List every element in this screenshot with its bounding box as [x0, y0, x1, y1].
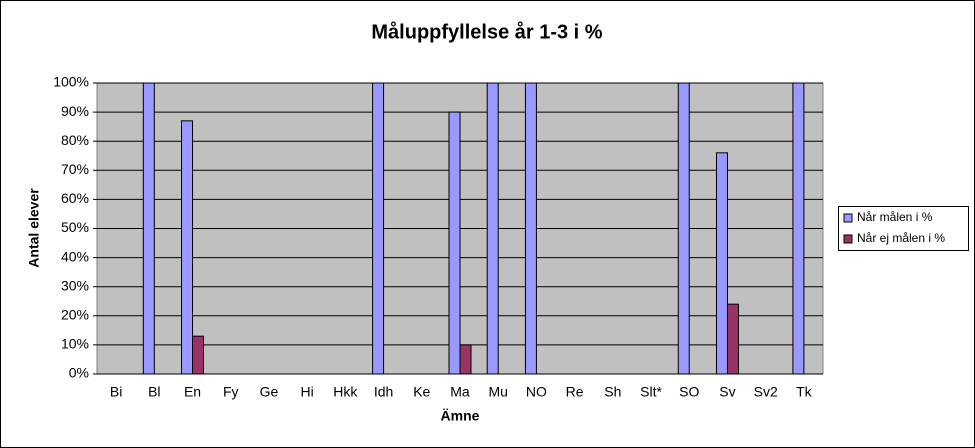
chart-title: Måluppfyllelse år 1-3 i %	[371, 20, 602, 43]
y-tick-label: 60%	[61, 190, 89, 206]
y-axis-label: Antal elever	[26, 188, 42, 268]
x-tick-label: Sv2	[754, 384, 778, 400]
bar	[677, 82, 690, 375]
y-tick-label: 10%	[61, 336, 89, 352]
x-tick-label: Ge	[260, 384, 279, 400]
bar	[486, 82, 499, 375]
legend	[838, 206, 969, 251]
y-tick-label: 90%	[61, 103, 89, 119]
y-tick-label: 50%	[61, 219, 89, 235]
y-tick-label: 80%	[61, 132, 89, 148]
legend-swatch	[843, 213, 853, 223]
y-tick-label: 0%	[69, 365, 89, 381]
x-tick-label: SO	[679, 384, 699, 400]
bar	[715, 152, 728, 375]
legend-label: Når ej målen i %	[857, 231, 945, 245]
y-tick-label: 20%	[61, 307, 89, 323]
x-tick-label: Idh	[374, 384, 393, 400]
x-tick-label: Hi	[301, 384, 314, 400]
bar	[372, 82, 385, 375]
legend-swatch	[843, 234, 853, 244]
x-axis-label: Ämne	[441, 408, 480, 424]
x-tick-label: En	[184, 384, 201, 400]
y-tick-label: 70%	[61, 161, 89, 177]
x-tick-label: Slt*	[640, 384, 662, 400]
x-tick-label: Sv	[719, 384, 735, 400]
x-tick-label: Mu	[488, 384, 507, 400]
bar	[792, 82, 805, 375]
x-tick-label: NO	[526, 384, 547, 400]
bar	[459, 344, 472, 375]
x-tick-label: Tk	[796, 384, 813, 400]
x-tick-label: Hkk	[333, 384, 358, 400]
bar	[142, 82, 155, 375]
bar	[726, 303, 739, 375]
bar	[192, 335, 205, 375]
legend-label: Når målen i %	[857, 210, 933, 224]
x-tick-label: Ma	[450, 384, 470, 400]
bar	[524, 82, 537, 375]
y-tick-label: 40%	[61, 248, 89, 264]
y-tick-label: 100%	[53, 74, 89, 90]
x-tick-label: Ke	[413, 384, 430, 400]
x-tick-label: Bl	[148, 384, 160, 400]
x-tick-label: Re	[566, 384, 584, 400]
x-tick-label: Sh	[604, 384, 621, 400]
x-tick-label: Bi	[110, 384, 122, 400]
bar	[181, 120, 194, 375]
y-tick-label: 30%	[61, 277, 89, 293]
bar	[448, 111, 461, 375]
x-tick-label: Fy	[223, 384, 239, 400]
